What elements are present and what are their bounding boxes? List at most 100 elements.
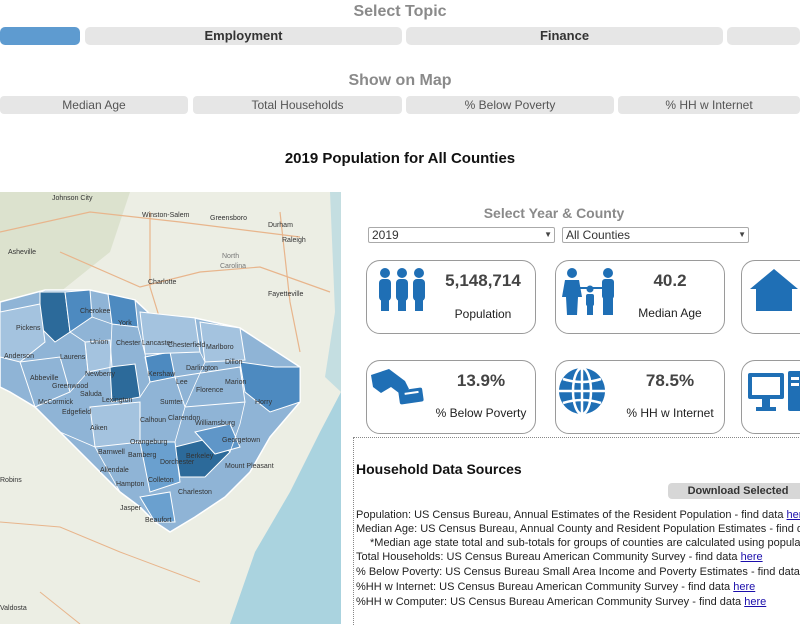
svg-text:Abbeville: Abbeville (30, 375, 59, 382)
source-line-below-poverty: % Below Poverty: US Census Bureau Small … (356, 566, 800, 578)
svg-text:Bamberg: Bamberg (128, 452, 157, 459)
topic-button-finance[interactable]: Finance (406, 27, 723, 45)
county-map[interactable]: Johnson City Winston-Salem Greensboro Du… (0, 192, 341, 624)
svg-text:North: North (222, 253, 239, 260)
svg-text:Carolina: Carolina (220, 263, 246, 270)
svg-text:Pickens: Pickens (16, 325, 41, 332)
svg-text:Aiken: Aiken (90, 425, 108, 432)
source-line-hh-computer: %HH w Computer: US Census Bureau America… (356, 596, 766, 608)
map-button-median-age[interactable]: Median Age (0, 96, 188, 114)
svg-text:Union: Union (90, 339, 108, 346)
computer-data-link[interactable]: here (744, 596, 766, 608)
svg-text:York: York (118, 320, 132, 327)
card-population: 5,148,714 Population (366, 260, 536, 334)
svg-text:Greensboro: Greensboro (210, 215, 247, 222)
show-on-map-title: Show on Map (0, 72, 800, 90)
svg-text:Anderson: Anderson (4, 353, 34, 360)
svg-text:Mount Pleasant: Mount Pleasant (225, 463, 274, 470)
median-age-value: 40.2 (620, 271, 720, 291)
svg-text:Newberry: Newberry (85, 371, 115, 378)
svg-text:Barnwell: Barnwell (98, 449, 125, 456)
hh-internet-label: % HH w Internet (620, 406, 720, 420)
source-line-hh-internet: %HH w Internet: US Census Bureau America… (356, 581, 755, 593)
chevron-down-icon: ▼ (738, 228, 746, 242)
globe-icon (556, 365, 608, 417)
source-line-population: Population: US Census Bureau, Annual Est… (356, 509, 800, 521)
select-year-county-title: Select Year & County (366, 205, 742, 221)
select-topic-title: Select Topic (0, 3, 800, 21)
card-below-poverty: 13.9% % Below Poverty (366, 360, 536, 434)
hh-internet-value: 78.5% (620, 371, 720, 391)
county-select-value: All Counties (566, 228, 630, 242)
svg-text:Winston-Salem: Winston-Salem (142, 212, 190, 219)
svg-text:Beaufort: Beaufort (145, 517, 172, 524)
svg-text:Kershaw: Kershaw (148, 371, 176, 378)
topic-button-more[interactable] (727, 27, 800, 45)
source-note-median-age: *Median age state total and sub-totals f… (370, 537, 800, 549)
card-hh-internet: 78.5% % HH w Internet (555, 360, 725, 434)
svg-text:Laurens: Laurens (60, 354, 86, 361)
people-group-icon (375, 267, 429, 313)
svg-text:Chester: Chester (116, 340, 141, 347)
svg-text:Edgefield: Edgefield (62, 409, 91, 416)
svg-text:Robins: Robins (0, 477, 22, 484)
year-select-value: 2019 (372, 228, 399, 242)
svg-text:Charlotte: Charlotte (148, 279, 177, 286)
svg-text:Durham: Durham (268, 222, 293, 229)
hand-card-icon (369, 367, 427, 413)
card-median-age: 40.2 Median Age (555, 260, 725, 334)
map-button-hh-internet[interactable]: % HH w Internet (618, 96, 800, 114)
topic-button-employment[interactable]: Employment (85, 27, 402, 45)
svg-text:Allendale: Allendale (100, 467, 129, 474)
year-select[interactable]: 2019 ▼ (368, 227, 555, 243)
svg-text:Darlington: Darlington (186, 365, 218, 372)
svg-text:Hampton: Hampton (116, 481, 145, 488)
svg-text:Jasper: Jasper (120, 505, 142, 512)
download-selected-button[interactable]: Download Selected (668, 483, 800, 499)
below-poverty-label: % Below Poverty (431, 406, 531, 420)
svg-text:Lee: Lee (176, 379, 188, 386)
svg-text:McCormick: McCormick (38, 399, 73, 406)
card-hh-computer (741, 360, 800, 434)
median-age-label: Median Age (620, 306, 720, 320)
sources-title: Household Data Sources (356, 461, 522, 477)
svg-text:Orangeburg: Orangeburg (130, 439, 167, 446)
population-label: Population (435, 307, 531, 321)
svg-text:Valdosta: Valdosta (0, 605, 27, 612)
svg-text:Horry: Horry (255, 399, 273, 406)
svg-text:Georgetown: Georgetown (222, 437, 260, 444)
svg-text:Sumter: Sumter (160, 399, 183, 406)
svg-text:Chesterfield: Chesterfield (168, 342, 205, 349)
source-line-median-age: Median Age: US Census Bureau, Annual Cou… (356, 523, 800, 535)
topic-button-population[interactable] (0, 27, 80, 45)
svg-text:Marlboro: Marlboro (206, 344, 234, 351)
internet-data-link[interactable]: here (733, 581, 755, 593)
svg-text:Williamsburg: Williamsburg (195, 420, 235, 427)
svg-text:Saluda: Saluda (80, 391, 102, 398)
svg-text:Marion: Marion (225, 379, 247, 386)
svg-text:Dillon: Dillon (225, 359, 243, 366)
svg-text:Dorchester: Dorchester (160, 459, 195, 466)
svg-text:Colleton: Colleton (148, 477, 174, 484)
population-data-link[interactable]: here (787, 509, 800, 521)
svg-text:Asheville: Asheville (8, 249, 36, 256)
county-select[interactable]: All Counties ▼ (562, 227, 749, 243)
svg-text:Calhoun: Calhoun (140, 417, 166, 424)
map-button-below-poverty[interactable]: % Below Poverty (406, 96, 614, 114)
household-data-sources-panel: Household Data Sources Download Selected… (353, 437, 800, 625)
svg-text:Florence: Florence (196, 387, 223, 394)
svg-text:Charleston: Charleston (178, 489, 212, 496)
svg-text:Raleigh: Raleigh (282, 237, 306, 244)
population-value: 5,148,714 (435, 271, 531, 291)
card-households (741, 260, 800, 334)
svg-text:Greenwood: Greenwood (52, 383, 88, 390)
source-line-total-households: Total Households: US Census Bureau Ameri… (356, 551, 763, 563)
svg-text:Fayetteville: Fayetteville (268, 291, 304, 298)
computer-icon (748, 371, 800, 417)
family-icon (560, 267, 620, 317)
map-button-total-households[interactable]: Total Households (193, 96, 402, 114)
households-data-link[interactable]: here (741, 551, 763, 563)
svg-text:Johnson City: Johnson City (52, 195, 93, 202)
below-poverty-value: 13.9% (431, 371, 531, 391)
svg-text:Cherokee: Cherokee (80, 308, 110, 315)
